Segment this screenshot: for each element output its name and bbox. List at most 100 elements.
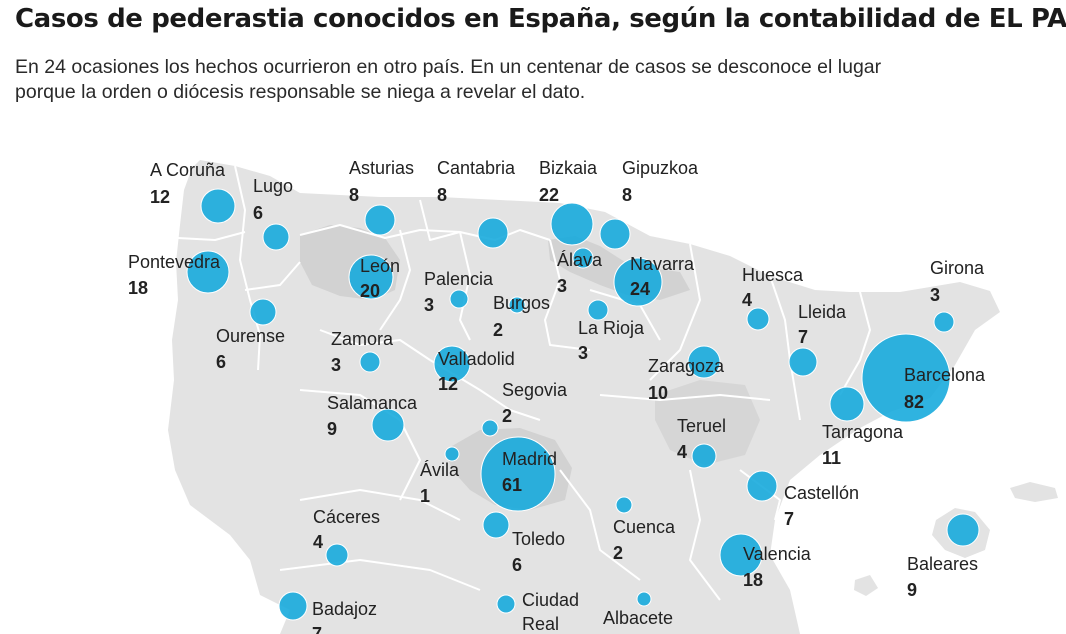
label-pontevedra-count: 18 [128,278,148,298]
label-valencia-name: Valencia [743,544,812,564]
label-navarra-name: Navarra [630,254,695,274]
bubble-albacete [636,591,652,607]
border-leon-palencia [379,229,411,331]
bubble-baleares [946,513,980,547]
label-lugo-count: 6 [253,203,263,223]
bubble-ourense [249,298,277,326]
bubble-asturias [364,204,396,236]
label-pontevedra-name: Pontevedra [128,252,221,272]
label-salamanca-count: 9 [327,419,337,439]
label-palencia-name: Palencia [424,269,494,289]
border-zaragoza-teruel [599,394,771,401]
label-a-coruna-name: A Coruña [150,160,226,180]
label-valladolid-name: Valladolid [438,349,515,369]
bubble-pontevedra [186,250,230,294]
bubble-lugo [262,223,290,251]
label-cantabria-count: 8 [437,185,447,205]
bubble-segovia [481,419,499,437]
bubble-tarragona [829,386,865,422]
bubble-bizkaia [550,202,594,246]
label-badajoz-name: Badajoz [312,599,377,619]
label-tarragona-name: Tarragona [822,422,904,442]
border-caceres-toledo [299,489,461,521]
bubble-girona [933,311,955,333]
page-subtitle: En 24 ocasiones los hechos ocurrieron en… [15,55,1055,105]
labels-layer: A Coruña 12 Lugo 6 Asturias 8 Cantabria … [128,158,986,634]
label-cuenca-name: Cuenca [613,517,676,537]
subtitle-line-1: En 24 ocasiones los hechos ocurrieron en… [15,56,882,78]
border-huesca-lleida [769,275,801,421]
label-caceres-name: Cáceres [313,507,380,527]
border-lleida-barcelona [839,291,871,396]
subtitle-line-2: porque la orden o diócesis responsable s… [15,81,586,103]
bubble-la-rioja [587,299,609,321]
label-palencia-count: 3 [424,295,434,315]
bubble-cuenca [615,496,633,514]
label-cantabria-name: Cantabria [437,158,516,178]
bubble-alava [572,247,594,269]
border-galicia-east [234,165,261,371]
label-valencia-count: 18 [743,570,763,590]
label-ourense-count: 6 [216,352,226,372]
bubble-huesca [746,307,770,331]
label-cuenca-count: 2 [613,543,623,563]
bubble-zamora [359,351,381,373]
label-valladolid-count: 12 [438,374,458,394]
label-segovia-name: Segovia [502,380,568,400]
bubble-a-coruna [200,188,236,224]
label-a-coruna-count: 12 [150,187,170,207]
label-la-rioja-name: La Rioja [578,318,645,338]
bubble-navarra [613,257,663,307]
label-baleares-count: 9 [907,580,917,600]
label-lleida-name: Lleida [798,302,847,322]
border-asturias-south [299,224,461,239]
bubble-valladolid [433,345,471,383]
label-baleares-name: Baleares [907,554,978,574]
label-burgos-count: 2 [493,320,503,340]
bubble-caceres [325,543,349,567]
label-ourense-name: Ourense [216,326,285,346]
border-cuenca-valencia [689,469,721,601]
label-ciudad-real-name: Ciudad Real [522,590,584,634]
label-bizkaia-name: Bizkaia [539,158,598,178]
bubble-salamanca [371,408,405,442]
label-badajoz-count: 7 [312,624,322,634]
highlight-region-teruel [655,380,760,465]
label-castellon-count: 7 [784,509,794,529]
label-asturias-count: 8 [349,185,359,205]
label-ciudad-real-line-2: Real [522,614,559,634]
label-gipuzkoa-name: Gipuzkoa [622,158,699,178]
label-barcelona-name: Barcelona [904,365,986,385]
bubbles-layer [186,188,980,621]
border-cantabria [419,199,551,241]
bubble-cantabria [477,217,509,249]
label-asturias-name: Asturias [349,158,414,178]
label-alava-count: 3 [557,276,567,296]
border-lugo-ourense [244,261,301,291]
border-zamora-valladolid [319,329,431,361]
label-lugo-name: Lugo [253,176,293,196]
label-zaragoza-name: Zaragoza [648,356,725,376]
label-toledo-count: 6 [512,555,522,575]
label-castellon-name: Castellón [784,483,859,503]
label-leon-name: León [360,256,400,276]
border-coruna-pontevedra [177,231,246,241]
bubble-zaragoza [687,345,721,379]
label-huesca-name: Huesca [742,265,804,285]
label-toledo-name: Toledo [512,529,565,549]
bubble-ciudad-real [496,594,516,614]
menorca-island [1010,482,1058,502]
border-badajoz-ciudad-real [279,559,481,591]
bubble-madrid [480,436,556,512]
label-albacete-name: Albacete [603,608,673,628]
label-segovia-count: 2 [502,406,512,426]
label-girona-name: Girona [930,258,985,278]
province-borders [177,165,871,601]
label-tarragona-count: 11 [822,448,841,468]
bubble-avila [444,446,460,462]
border-navarra-aragon [649,243,701,381]
label-barcelona-count: 82 [904,392,924,412]
border-burgos-rioja [544,239,591,351]
bubble-castellon [746,470,778,502]
